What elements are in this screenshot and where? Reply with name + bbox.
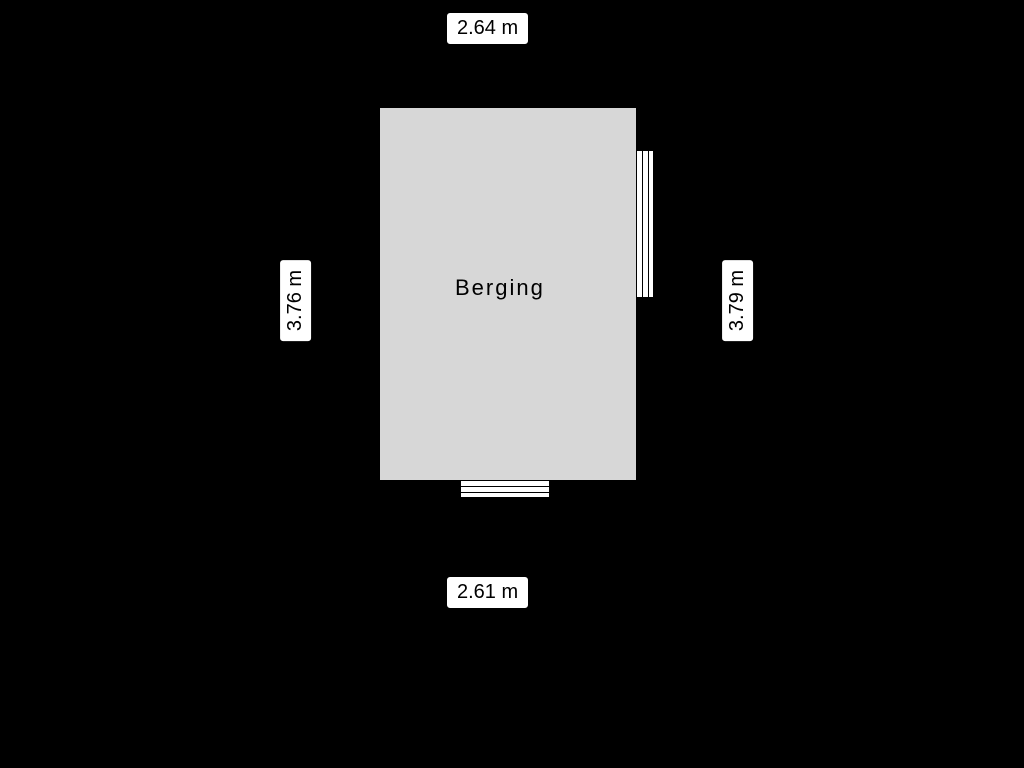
dimension-top: 2.64 m — [446, 12, 529, 45]
door-bottom-line-2 — [461, 492, 549, 493]
dimension-right: 3.79 m — [721, 259, 754, 342]
window-right-mullion-2 — [648, 151, 649, 297]
door-bottom-line-1 — [461, 486, 549, 487]
floorplan-canvas: Berging 2.64 m 2.61 m 3.76 m 3.79 m — [0, 0, 1024, 768]
window-right-mullion-1 — [642, 151, 643, 297]
door-bottom — [460, 480, 550, 498]
room-label: Berging — [455, 275, 545, 301]
dimension-bottom: 2.61 m — [446, 576, 529, 609]
window-right — [636, 150, 654, 298]
dimension-left: 3.76 m — [279, 259, 312, 342]
